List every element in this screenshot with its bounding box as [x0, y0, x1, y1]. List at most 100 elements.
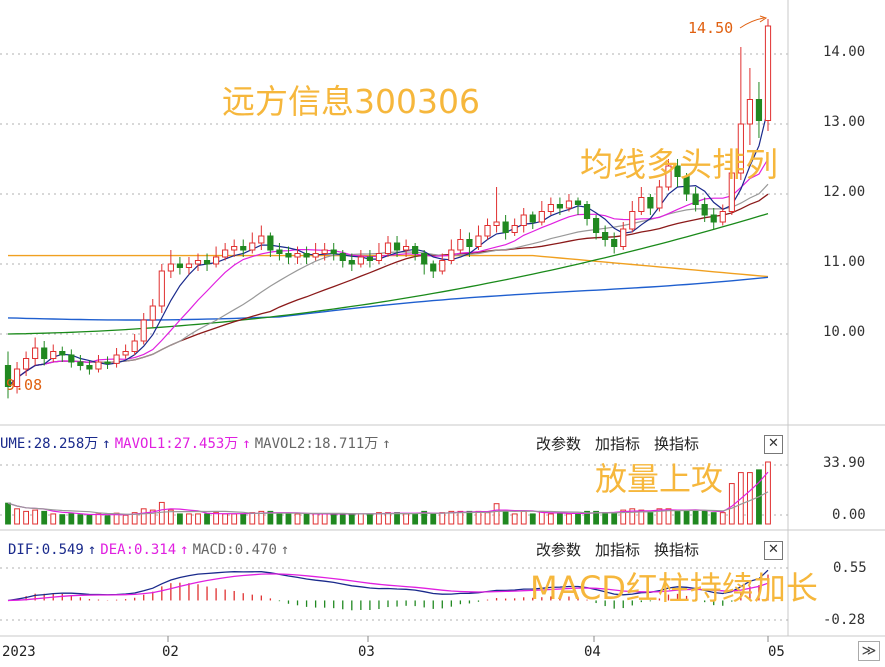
candles [4, 19, 772, 399]
candle-up [475, 235, 482, 247]
candle-down [267, 235, 274, 251]
candle-up [249, 242, 256, 251]
volume-bar [276, 513, 283, 525]
volume-bar [122, 514, 129, 525]
volume-bar [131, 512, 138, 525]
candle-up [448, 249, 455, 261]
candle-down [339, 253, 346, 261]
candle-down [611, 239, 618, 247]
candle-down [203, 260, 211, 265]
candle-up [357, 256, 364, 265]
candle-up [665, 165, 672, 188]
legend-entry: DIF:0.549 [8, 542, 84, 558]
x-tick-label: 03 [358, 644, 375, 660]
volume-bar [330, 513, 337, 525]
add-indicator-button[interactable]: 加指标 [595, 541, 641, 559]
add-indicator-button[interactable]: 加指标 [595, 435, 641, 453]
candle-down [466, 239, 473, 247]
volume-bar [629, 508, 636, 525]
volume-bar [493, 503, 500, 525]
candle-down [276, 249, 283, 254]
candle-up [520, 214, 527, 226]
candle-up [565, 200, 573, 209]
volume-bar [32, 509, 39, 525]
volume-up-caption: 放量上攻 [595, 460, 724, 498]
legend-entry: MAVOL1:27.453万 [114, 436, 239, 452]
macd-legend: DIF:0.549 ↑ DEA:0.314 ↑ MACD:0.470 ↑ [8, 540, 297, 560]
price-axis-label: 14.00 [823, 44, 866, 60]
candle-up [50, 351, 57, 359]
price-axis-label: 12.00 [823, 184, 866, 200]
candle-up [13, 368, 21, 387]
params-button[interactable]: 改参数 [536, 541, 582, 559]
volume-bar [511, 513, 518, 525]
volume-bar [50, 513, 57, 525]
price-axis-label: 11.00 [823, 254, 866, 270]
volume-bar [312, 513, 319, 525]
candle-up [149, 305, 156, 321]
legend-entry: MAVOL2:18.711万 [254, 436, 379, 452]
volume-bar [466, 510, 473, 525]
volume-bar [213, 512, 219, 525]
volume-bar [258, 510, 265, 525]
dea-line [7, 573, 769, 602]
legend-entry: UME:28.258万 [0, 436, 99, 452]
candle-up [746, 99, 754, 125]
candle-down [240, 246, 247, 251]
dif-line [7, 569, 769, 602]
legend-entry: ↑ [280, 542, 290, 558]
candle-up [294, 253, 301, 258]
close-icon[interactable]: ✕ [764, 541, 783, 560]
candle-down [647, 197, 654, 209]
macd-toolbar: 改参数 加指标 换指标 [536, 539, 713, 560]
volume-bar [692, 510, 699, 525]
legend-entry: ↑ [180, 542, 189, 558]
params-button[interactable]: 改参数 [536, 435, 582, 453]
candle-down [77, 361, 84, 366]
volume-bar [502, 510, 509, 525]
volume-bar [357, 513, 364, 525]
volume-bar [321, 513, 328, 525]
candle-up [656, 186, 663, 209]
volume-bar [566, 513, 572, 525]
candle-up [185, 263, 193, 268]
volume-bar [339, 513, 346, 525]
x-tick-label: 02 [162, 644, 179, 660]
volume-bar [421, 510, 428, 525]
volume-bar [457, 510, 464, 525]
close-icon[interactable]: ✕ [764, 435, 783, 454]
candle-up [764, 25, 772, 121]
volume-axis-label: 33.90 [823, 455, 866, 471]
candle-up [95, 361, 102, 370]
volume-bar [167, 509, 174, 525]
volume-bar [140, 508, 147, 525]
volume-bar [448, 510, 455, 525]
candle-down [421, 253, 428, 265]
volume-bar [303, 513, 310, 525]
switch-indicator-button[interactable]: 换指标 [654, 435, 700, 453]
volume-bar [249, 512, 256, 525]
ma30-line [7, 193, 769, 387]
switch-indicator-button[interactable]: 换指标 [654, 541, 700, 559]
candle-up [719, 211, 726, 223]
candle-down [4, 365, 12, 387]
candle-down [104, 361, 111, 364]
high-price-marker: 14.50 [688, 19, 734, 37]
volume-bar [593, 510, 599, 525]
volume-bar [575, 513, 581, 525]
volume-bar [647, 512, 654, 525]
candle-down [692, 193, 699, 205]
candle-down [348, 260, 355, 265]
volume-bar [611, 512, 618, 525]
volume-bar [23, 510, 29, 525]
volume-bar [728, 483, 735, 525]
candle-up [620, 228, 627, 247]
volume-bar [747, 472, 753, 525]
volume-bar [602, 512, 609, 525]
candle-up [384, 242, 392, 254]
scroll-right-button[interactable]: ≫ [858, 641, 880, 661]
volume-bar [86, 514, 93, 525]
volume-bar [204, 513, 210, 525]
candle-up [258, 235, 265, 244]
volume-bar [376, 512, 382, 525]
